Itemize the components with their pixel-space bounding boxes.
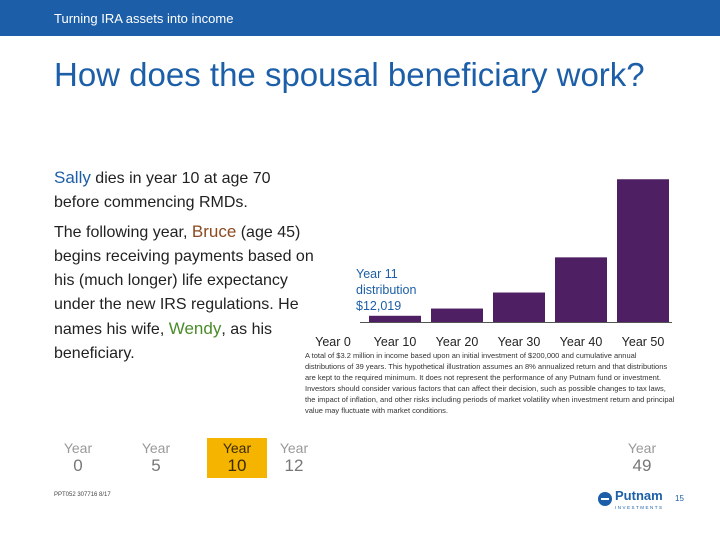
timeline-year-0-word: Year — [63, 440, 93, 456]
paragraph-bruce: The following year, Bruce (age 45) begin… — [54, 220, 314, 366]
tick-label-year-50: Year 50 — [622, 335, 665, 349]
name-bruce: Bruce — [191, 222, 237, 241]
tick-label-year-0: Year 0 — [315, 335, 351, 349]
timeline-year-10-word: Year — [222, 440, 252, 456]
timeline-year-0: Year 0 — [48, 440, 108, 476]
timeline-year-49: Year 49 — [612, 440, 672, 476]
paragraph-bruce-part-b: (age 45) begins receiving payments based… — [54, 224, 314, 338]
footer-code: PPT052 307716 8/17 — [54, 492, 111, 498]
timeline-year-5-word: Year — [141, 440, 171, 456]
page-number: 15 — [675, 494, 684, 503]
bar-year-40 — [555, 257, 607, 322]
tick-label-year-20: Year 20 — [436, 335, 479, 349]
timeline-year-5-number: 5 — [151, 456, 161, 475]
putnam-logo: Putnam INVESTMENTS — [598, 487, 664, 510]
annotation-line-2: distribution — [356, 283, 416, 297]
bar-year-30 — [493, 292, 545, 322]
timeline-year-12-number: 12 — [284, 456, 304, 475]
timeline-year-5: Year 5 — [126, 440, 186, 476]
slide-title: How does the spousal beneficiary work? — [54, 56, 645, 93]
timeline-year-49-word: Year — [627, 440, 657, 456]
bar-year-10 — [369, 315, 421, 322]
timeline-year-12: Year 12 — [264, 440, 324, 476]
bar-year-20 — [431, 308, 483, 322]
name-wendy: Wendy — [168, 319, 222, 338]
paragraph-sally: Sally dies in year 10 at age 70 before c… — [54, 166, 314, 215]
tick-label-year-30: Year 30 — [498, 335, 541, 349]
paragraph-sally-rest: dies in year 10 at age 70 before commenc… — [54, 170, 271, 211]
timeline-year-10-number: 10 — [227, 456, 247, 475]
distribution-bar-chart: Year 0 Year 10 Year 20 Year 30 Year 40 Year 5… — [315, 179, 672, 349]
paragraph-bruce-part-a: The following year, — [54, 224, 192, 241]
annotation-line-1: Year 11 — [356, 267, 398, 281]
putnam-logo-text: Putnam — [615, 488, 663, 503]
timeline-year-0-number: 0 — [73, 456, 83, 475]
paragraph-bruce-part-c: , as his beneficiary. — [54, 321, 273, 362]
timeline-year-10: Year 10 — [207, 438, 267, 478]
bar-year-50 — [617, 179, 669, 322]
putnam-logo-icon — [598, 491, 612, 506]
name-sally: Sally — [54, 168, 91, 187]
timeline-year-12-word: Year — [279, 440, 309, 456]
disclaimer-footnote: A total of $3.2 million in income based … — [305, 351, 675, 415]
header-bar: Turning IRA assets into income — [0, 0, 720, 36]
timeline-year-49-number: 49 — [632, 456, 652, 475]
putnam-logo-subtext: INVESTMENTS — [615, 505, 664, 510]
annotation-line-3: $12,019 — [356, 299, 401, 313]
tick-label-year-10: Year 10 — [374, 335, 417, 349]
tick-label-year-40: Year 40 — [560, 335, 603, 349]
section-title: Turning IRA assets into income — [54, 11, 234, 26]
